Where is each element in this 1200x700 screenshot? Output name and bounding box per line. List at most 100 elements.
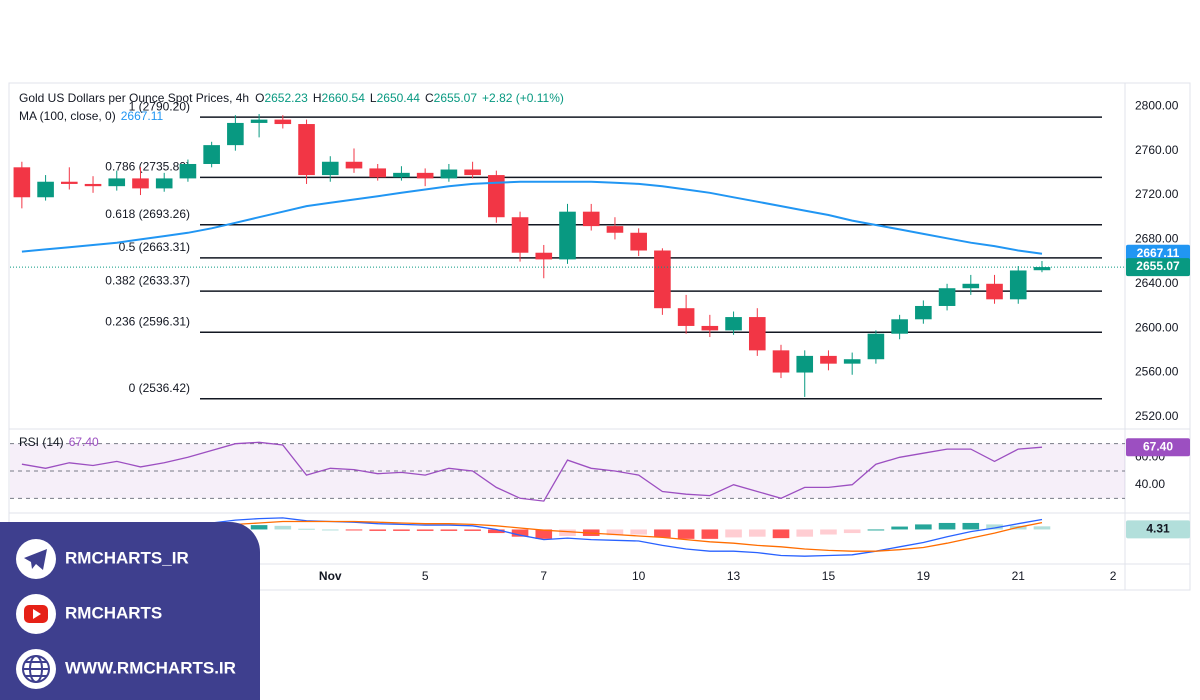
candle-body	[250, 119, 268, 123]
macd-histogram-bar	[298, 528, 315, 530]
chart-header: Gold US Dollars per Ounce Spot Prices, 4…	[19, 91, 564, 105]
ma-price-tag: 2667.11	[1137, 246, 1180, 260]
y-tick-label: 2640.00	[1135, 276, 1179, 290]
y-tick-label: 2560.00	[1135, 365, 1179, 379]
ma-name: MA (100, close, 0)	[19, 109, 116, 123]
x-tick-label: 7	[540, 569, 547, 583]
x-tick-label: 10	[632, 569, 646, 583]
ohlc-letter: L	[370, 91, 377, 105]
watermark-text: RMCHARTS	[65, 603, 162, 622]
macd-histogram-bar	[986, 524, 1003, 530]
candle-body	[416, 172, 434, 179]
candle-body	[867, 333, 885, 360]
globe-glyph	[22, 655, 50, 683]
fib-label: 0.5 (2663.31)	[119, 240, 190, 254]
macd-histogram-bar	[274, 525, 292, 530]
price-change: +2.82 (+0.11%)	[482, 91, 564, 105]
candle-body	[701, 325, 719, 331]
macd-histogram-bar	[393, 529, 410, 531]
candle-body	[535, 252, 553, 260]
candle-body	[654, 250, 671, 309]
macd-histogram-bar	[915, 524, 932, 530]
candle-body	[37, 181, 54, 198]
candle-body	[298, 124, 315, 176]
candle-body	[1009, 270, 1027, 300]
y-tick-label: 2600.00	[1135, 320, 1179, 334]
candle-body	[938, 288, 956, 306]
macd-histogram-bar	[772, 529, 790, 539]
candle-body	[108, 178, 126, 187]
macd-histogram-tag-bg	[1126, 520, 1190, 539]
macd-histogram-bar	[677, 529, 695, 539]
macd-histogram-bar	[701, 529, 719, 539]
candle-body	[677, 308, 695, 326]
candle-body	[440, 169, 458, 179]
candle-body	[393, 172, 410, 178]
candle-body	[203, 145, 220, 164]
candle-body	[321, 161, 339, 176]
candle-body	[369, 168, 387, 178]
y-tick-label: 2520.00	[1135, 409, 1179, 423]
macd-histogram-bar	[630, 529, 647, 535]
candle-body	[843, 359, 861, 364]
macd-histogram-bar	[535, 529, 553, 539]
macd-histogram-bar	[606, 529, 624, 536]
candle-body	[559, 211, 576, 260]
macd-histogram-bar	[867, 529, 885, 531]
macd-histogram-bar	[321, 529, 339, 531]
watermark-text: RMCHARTS_IR	[65, 548, 189, 567]
candle-body	[61, 181, 78, 184]
rsi-legend: RSI (14) 67.40	[19, 435, 99, 449]
x-tick-label: 2	[1110, 569, 1117, 583]
candle-body	[274, 119, 292, 125]
candle-body	[891, 319, 908, 334]
x-tick-label: Nov	[319, 569, 342, 583]
y-tick-label: 2680.00	[1135, 232, 1179, 246]
candle-body	[179, 163, 197, 179]
rsi-tick-label: 40.00	[1135, 477, 1165, 491]
rsi-name: RSI (14)	[19, 435, 64, 449]
y-tick-label: 2760.00	[1135, 143, 1179, 157]
candle-body	[132, 178, 149, 189]
ohlc-letter: C	[425, 91, 434, 105]
macd-histogram-bar	[938, 522, 956, 530]
macd-histogram-bar	[440, 529, 458, 531]
macd-histogram-bar	[345, 529, 363, 531]
candle-body	[915, 305, 932, 320]
rsi-value: 67.40	[69, 435, 99, 449]
macd-histogram-bar	[559, 529, 576, 536]
macd-histogram-bar	[748, 529, 766, 537]
moving-average-line	[21, 180, 1043, 255]
candle-body	[630, 232, 647, 251]
candle-body	[345, 161, 363, 169]
candle-body	[725, 317, 742, 331]
macd-histogram-bar	[416, 529, 434, 531]
macd-histogram-bar	[1033, 526, 1051, 530]
macd-histogram-bar	[725, 529, 742, 538]
ohlc-letter: H	[313, 91, 322, 105]
fib-label: 0 (2536.42)	[129, 381, 190, 395]
last-price-tag: 2655.07	[1136, 259, 1180, 273]
macd-histogram-bar	[464, 529, 481, 531]
youtube-play	[33, 609, 41, 619]
x-tick-label: 15	[822, 569, 836, 583]
macd-histogram-bar	[843, 529, 861, 534]
ohlc-value: 2660.54	[322, 91, 366, 105]
macd-histogram-bar	[796, 529, 814, 537]
chart-title: Gold US Dollars per Ounce Spot Prices, 4…	[19, 91, 249, 105]
macd-histogram-tag: 4.31	[1146, 522, 1170, 536]
x-tick-label: 5	[422, 569, 429, 583]
rsi-tag-bg	[1126, 438, 1190, 457]
candle-body	[511, 217, 529, 253]
candle-body	[84, 183, 102, 187]
rsi-line	[21, 441, 1043, 502]
watermark: RMCHARTS_IR RMCHARTS WWW.RMCHARTS.IR	[0, 522, 260, 700]
candle-body	[962, 283, 980, 289]
ma-value: 2667.11	[121, 109, 164, 123]
ohlc-value: 2652.23	[264, 91, 308, 105]
candle-body	[986, 283, 1003, 300]
fib-label: 0.382 (2633.37)	[105, 273, 190, 287]
y-tick-label: 2720.00	[1135, 187, 1179, 201]
candle-body	[582, 211, 600, 227]
